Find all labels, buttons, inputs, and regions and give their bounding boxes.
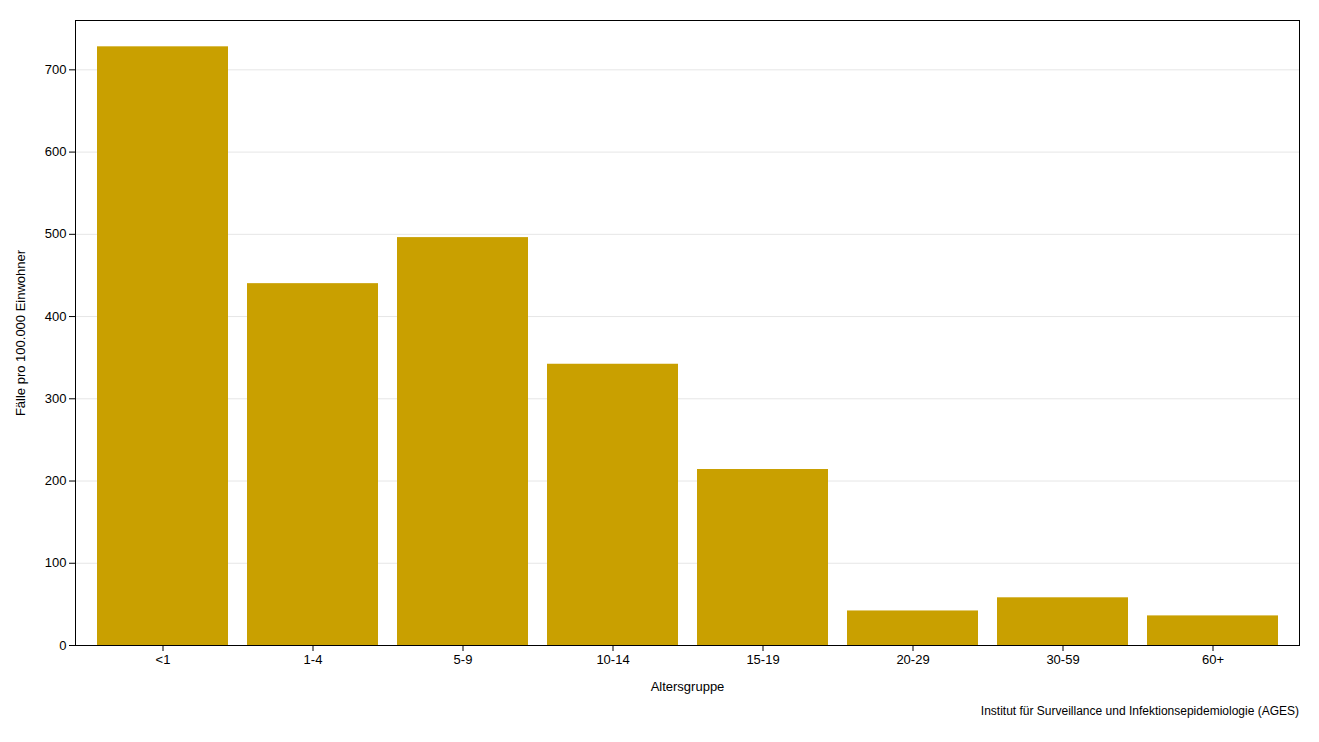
svg-text:500: 500 (45, 226, 67, 241)
svg-text:400: 400 (45, 309, 67, 324)
svg-text:600: 600 (45, 144, 67, 159)
svg-text:200: 200 (45, 473, 67, 488)
svg-text:Fälle pro 100.000 Einwohner: Fälle pro 100.000 Einwohner (13, 249, 28, 416)
svg-text:20-29: 20-29 (896, 652, 929, 667)
html-text:Institut für Surveillance und: Institut für Surveillance und Infektions… (980, 704, 1299, 718)
svg-text:60+: 60+ (1202, 652, 1224, 667)
svg-text:30-59: 30-59 (1046, 652, 1079, 667)
svg-text:700: 700 (45, 62, 67, 77)
svg-text:300: 300 (45, 391, 67, 406)
svg-text:1-4: 1-4 (304, 652, 323, 667)
svg-text:5-9: 5-9 (454, 652, 473, 667)
svg-text:15-19: 15-19 (746, 652, 779, 667)
svg-text:100: 100 (45, 555, 67, 570)
svg-text:Altersgruppe: Altersgruppe (651, 679, 725, 694)
svg-text:10-14: 10-14 (596, 652, 629, 667)
svg-text:<1: <1 (156, 652, 171, 667)
svg-text:0: 0 (59, 638, 66, 653)
